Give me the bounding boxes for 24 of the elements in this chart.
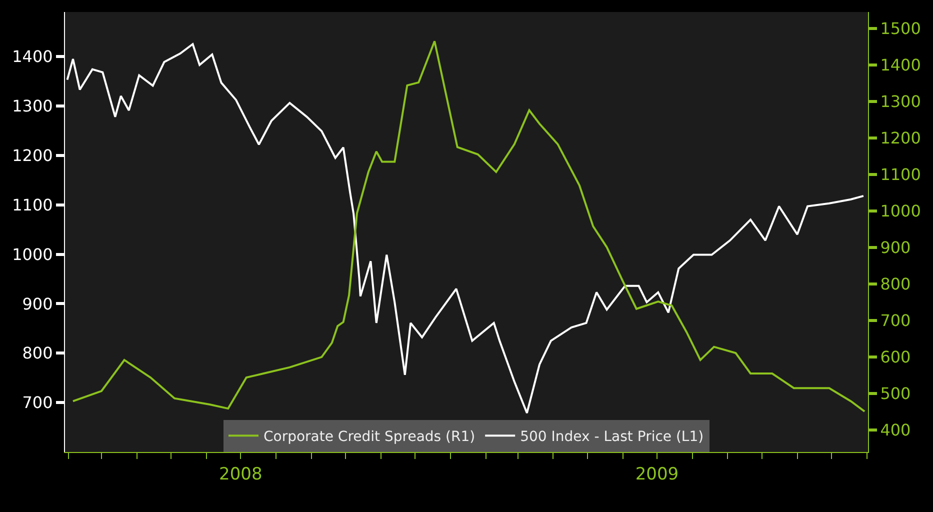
- y-tick-label: 1300: [12, 96, 53, 116]
- x-tick-label: 2009: [635, 464, 679, 484]
- y2-tick-label: 1300: [880, 92, 921, 112]
- y2-tick-label: 700: [880, 311, 911, 330]
- y-tick-label: 1000: [12, 244, 53, 264]
- y-tick-label: 700: [22, 393, 53, 412]
- y2-tick-label: 1200: [880, 128, 921, 148]
- y2-tick-label: 800: [880, 274, 911, 294]
- y2-tick-label: 1400: [880, 56, 921, 75]
- y2-tick-label: 1500: [880, 19, 921, 38]
- y2-tick-label: 900: [880, 238, 911, 258]
- y2-tick-label: 400: [880, 420, 911, 440]
- legend-label: 500 Index - Last Price (L1): [520, 429, 704, 446]
- y-tick-label: 1100: [12, 195, 53, 214]
- y-tick-label: 1400: [12, 47, 53, 66]
- y-tick-label: 800: [22, 344, 53, 363]
- y-tick-label: 1200: [12, 146, 53, 165]
- y2-tick-label: 1100: [880, 165, 921, 184]
- y2-tick-label: 500: [880, 384, 911, 404]
- y-tick-label: 900: [22, 294, 53, 314]
- y2-tick-label: 1000: [880, 202, 921, 221]
- legend-label: Corporate Credit Spreads (R1): [264, 429, 476, 446]
- x-tick-label: 2008: [219, 464, 262, 484]
- y2-tick-label: 600: [880, 348, 911, 367]
